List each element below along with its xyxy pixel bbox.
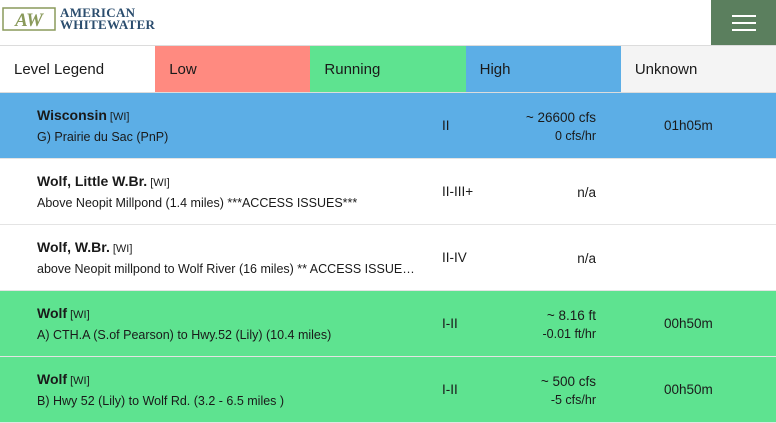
hamburger-bar [731,28,756,31]
river-list: Wisconsin [WI] G) Prairie du Sac (PnP) II… [0,93,776,423]
american-whitewater-logo[interactable]: AW AMERICAN WHITEWATER [2,6,155,32]
svg-text:AW: AW [14,10,44,31]
hamburger-bar [731,21,756,24]
gauge-delta: -0.01 ft/hr [542,327,597,341]
river-state: [WI] [109,111,130,123]
gauge-reading: ~ 26600 cfs [525,110,596,125]
river-name-text: Wolf, Little W.Br. [37,173,148,189]
legend-high: High [465,46,621,92]
site-header: AW AMERICAN WHITEWATER [0,0,776,45]
river-level: ~ 26600 cfs 0 cfs/hr [526,108,596,146]
river-section: G) Prairie du Sac (PnP) [37,130,169,144]
river-name-text: Wisconsin [37,107,107,123]
last-updated: 01h05m [664,118,713,133]
gauge-reading: n/a [577,185,596,200]
aw-logo-icon: AW [2,7,56,31]
river-class: II [442,118,450,133]
river-row[interactable]: Wolf, W.Br. [WI] above Neopit millpond to… [0,225,776,291]
river-name[interactable]: Wolf [WI] [37,305,90,321]
river-class: I-II [442,382,458,397]
river-state: [WI] [70,375,90,387]
river-state: [WI] [150,177,170,189]
river-name-text: Wolf, W.Br. [37,239,110,255]
river-row[interactable]: Wolf [WI] A) CTH.A (S.of Pearson) to Hwy.… [0,291,776,357]
river-name[interactable]: Wolf [WI] [37,371,90,387]
logo-wordmark: AMERICAN WHITEWATER [60,5,156,32]
river-level: n/a [577,249,596,268]
river-row[interactable]: Wolf, Little W.Br. [WI] Above Neopit Mill… [0,159,776,225]
river-row[interactable]: Wolf [WI] B) Hwy 52 (Lily) to Wolf Rd. (3… [0,357,776,423]
gauge-reading: n/a [577,251,596,266]
river-name-text: Wolf [37,305,68,321]
river-class: I-II [442,316,458,331]
legend-title: Level Legend [0,46,156,92]
logo-line-1: AMERICAN [60,5,136,20]
legend-unknown: Unknown [620,46,776,92]
river-section: Above Neopit Millpond (1.4 miles) ***ACC… [37,196,358,210]
gauge-reading: ~ 8.16 ft [546,308,596,323]
hamburger-bar [731,14,756,17]
legend-low: Low [155,46,311,92]
river-row[interactable]: Wisconsin [WI] G) Prairie du Sac (PnP) II… [0,93,776,159]
last-updated: 00h50m [664,382,713,397]
level-legend: Level Legend Low Running High Unknown [0,45,776,93]
gauge-reading: ~ 500 cfs [540,374,596,389]
river-class: II-IV [442,250,467,265]
river-class: II-III+ [442,184,474,199]
logo-line-2: WHITEWATER [60,17,156,32]
gauge-delta: 0 cfs/hr [555,129,596,143]
river-level: n/a [577,183,596,202]
gauge-delta: -5 cfs/hr [550,393,596,407]
river-name[interactable]: Wolf, W.Br. [WI] [37,239,132,255]
river-name-text: Wolf [37,371,68,387]
river-section: above Neopit millpond to Wolf River (16 … [37,262,417,276]
legend-running: Running [310,46,466,92]
river-state: [WI] [70,309,90,321]
river-section: A) CTH.A (S.of Pearson) to Hwy.52 (Lily)… [37,328,332,342]
hamburger-menu-button[interactable] [711,0,776,45]
last-updated: 00h50m [664,316,713,331]
river-section: B) Hwy 52 (Lily) to Wolf Rd. (3.2 - 6.5 … [37,394,285,408]
river-name[interactable]: Wisconsin [WI] [37,107,129,123]
river-level: ~ 500 cfs -5 cfs/hr [541,372,596,410]
river-state: [WI] [112,243,133,255]
river-level: ~ 8.16 ft -0.01 ft/hr [543,306,597,344]
river-name[interactable]: Wolf, Little W.Br. [WI] [37,173,170,189]
